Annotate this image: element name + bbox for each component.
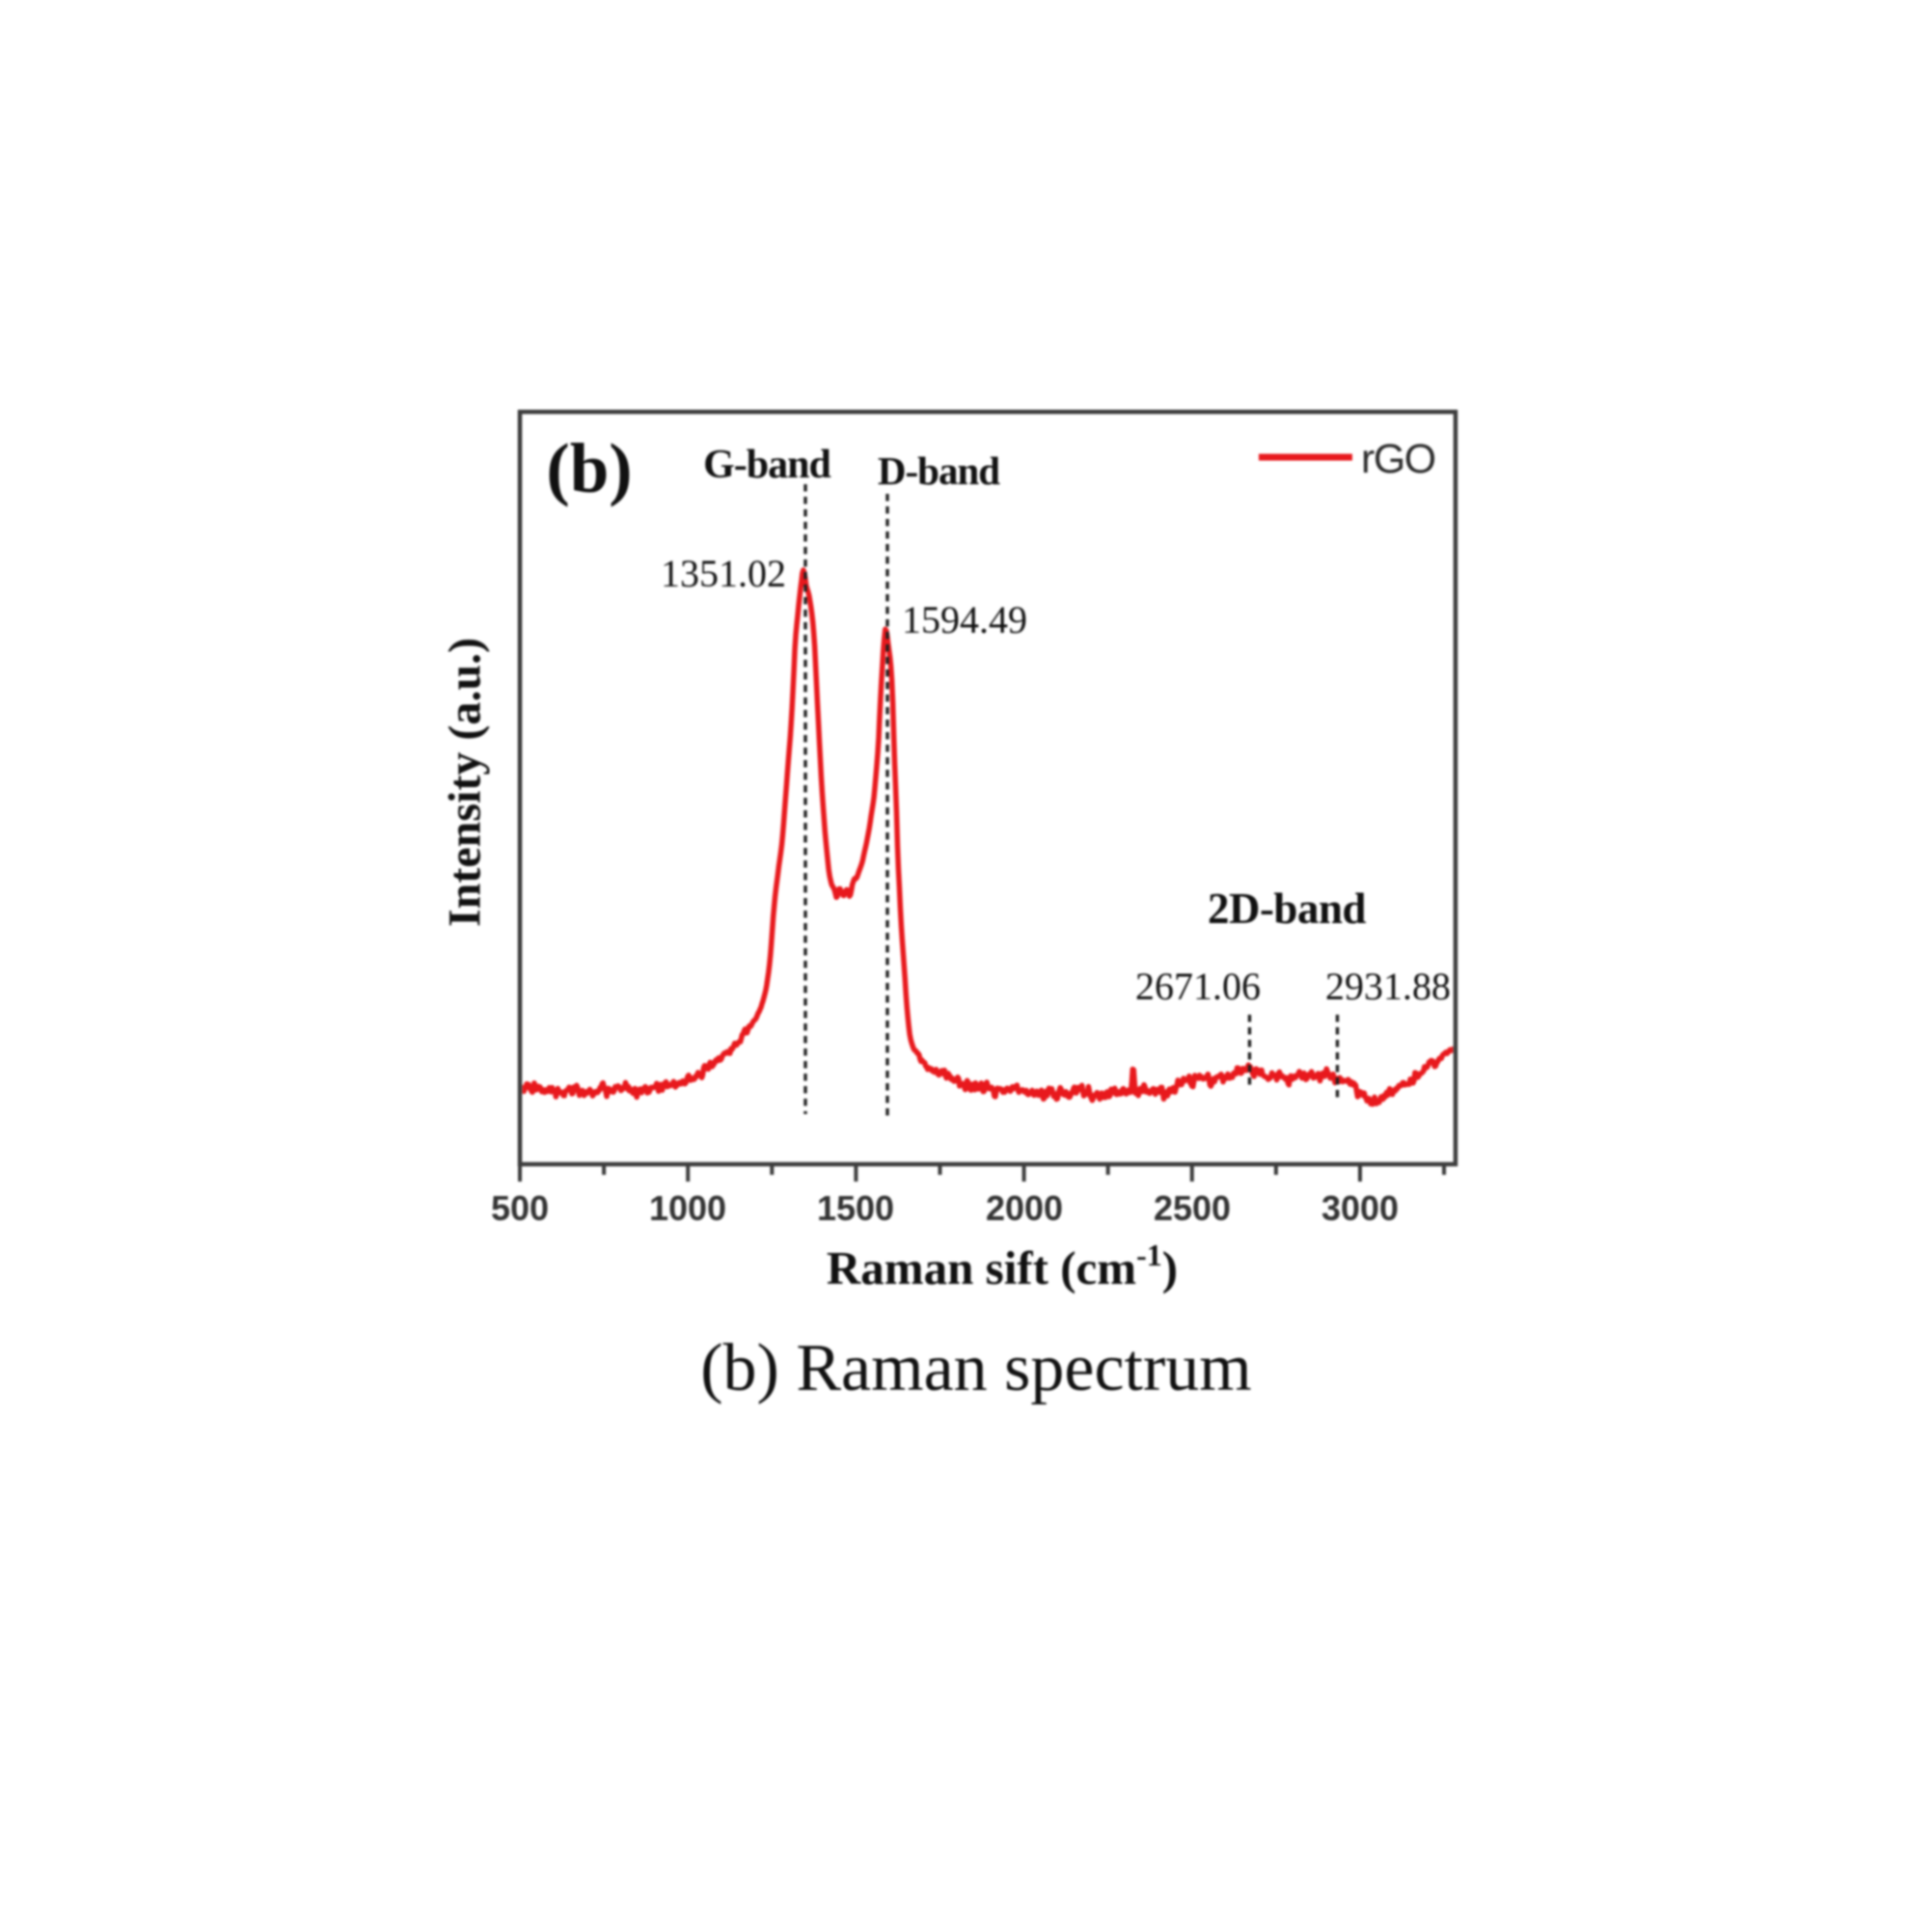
svg-text:500: 500 (491, 1188, 549, 1228)
svg-text:2500: 2500 (1154, 1188, 1231, 1228)
svg-text:1500: 1500 (817, 1188, 894, 1228)
svg-text:(b): (b) (546, 429, 632, 507)
svg-text:1594.49: 1594.49 (902, 598, 1027, 641)
svg-text:D-band: D-band (878, 449, 1000, 493)
svg-text:Intensity (a.u.): Intensity (a.u.) (440, 638, 491, 927)
svg-text:2D-band: 2D-band (1208, 884, 1367, 933)
svg-text:2931.88: 2931.88 (1325, 965, 1451, 1008)
svg-text:G-band: G-band (703, 443, 830, 487)
svg-text:(b) Raman spectrum: (b) Raman spectrum (700, 1331, 1251, 1405)
svg-text:1351.02: 1351.02 (661, 552, 786, 595)
svg-text:Raman sift (cm-1): Raman sift (cm-1) (827, 1238, 1178, 1294)
svg-text:1000: 1000 (649, 1188, 726, 1228)
svg-text:2000: 2000 (986, 1188, 1063, 1228)
svg-text:3000: 3000 (1321, 1188, 1399, 1228)
svg-text:rGO: rGO (1361, 436, 1435, 482)
svg-text:2671.06: 2671.06 (1135, 965, 1261, 1008)
